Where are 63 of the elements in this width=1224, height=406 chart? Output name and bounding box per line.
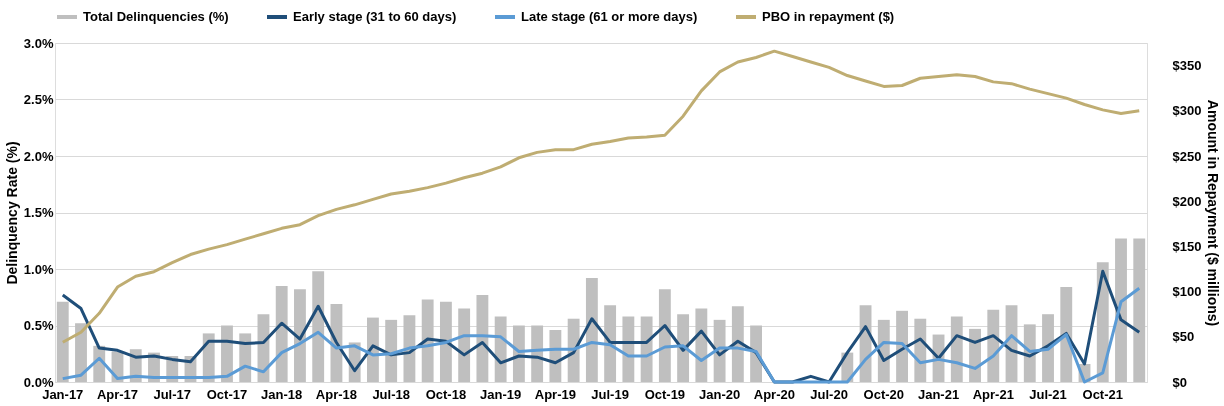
bar xyxy=(1115,238,1127,382)
x-tick-label: Jul-21 xyxy=(1029,386,1067,402)
x-tick-label: Apr-19 xyxy=(534,386,576,402)
y2-tick-label: $0 xyxy=(1172,374,1187,390)
x-tick-label: Apr-17 xyxy=(96,386,139,402)
bar xyxy=(275,285,288,382)
legend-label: PBO in repayment ($) xyxy=(762,9,895,24)
y-tick-label: 2.0% xyxy=(23,148,54,164)
bar xyxy=(567,318,580,382)
bar xyxy=(896,310,908,382)
bar xyxy=(677,314,690,382)
bar xyxy=(294,289,306,382)
y-tick-label: 1.0% xyxy=(23,261,54,277)
bar xyxy=(1133,238,1146,382)
x-tick-label: Oct-21 xyxy=(1082,386,1123,402)
bar xyxy=(312,271,325,382)
bar xyxy=(439,301,452,382)
x-tick-label: Jan-18 xyxy=(261,386,303,402)
y2-tick-label: $50 xyxy=(1172,329,1195,345)
x-tick-label: Jan-20 xyxy=(698,386,741,402)
x-tick-label: Oct-17 xyxy=(206,386,248,402)
y2-axis-title: Amount in Repayment ($ millions) xyxy=(1205,99,1222,327)
x-tick-label: Jul-20 xyxy=(810,386,848,402)
y2-tick-label: $250 xyxy=(1172,148,1202,164)
line-series xyxy=(61,49,1141,344)
x-tick-label: Oct-19 xyxy=(644,386,686,402)
bar xyxy=(476,294,489,382)
x-tick-label: Apr-21 xyxy=(972,386,1014,402)
bar xyxy=(458,308,471,382)
bar xyxy=(585,278,598,382)
y-tick-label: 2.5% xyxy=(23,92,54,107)
y-tick-label: 1.5% xyxy=(23,205,54,220)
bar xyxy=(403,315,416,382)
bar xyxy=(1060,287,1073,382)
y2-tick-label: $100 xyxy=(1172,284,1202,300)
bar xyxy=(658,289,671,382)
legend-label: Early stage (31 to 60 days) xyxy=(293,9,457,24)
x-tick-label: Jan-19 xyxy=(480,386,522,402)
x-tick-label: Oct-20 xyxy=(863,386,905,402)
legend-label: Late stage (61 or more days) xyxy=(521,9,698,24)
x-tick-label: Jul-18 xyxy=(372,386,410,402)
bar xyxy=(421,299,434,382)
bar xyxy=(385,319,398,382)
y2-tick-label: $300 xyxy=(1172,103,1202,119)
bar xyxy=(750,325,763,382)
x-tick-label: Oct-18 xyxy=(425,386,467,402)
x-tick-label: Jul-19 xyxy=(591,386,629,402)
y-tick-label: 3.0% xyxy=(23,35,54,51)
bar xyxy=(731,306,744,382)
legend-label: Total Delinquencies (%) xyxy=(83,9,229,24)
bar xyxy=(622,316,635,382)
bar xyxy=(1042,314,1054,382)
bar xyxy=(56,301,69,382)
x-tick-label: Jan-21 xyxy=(917,386,960,402)
y2-tick-label: $150 xyxy=(1172,238,1202,254)
y2-tick-label: $200 xyxy=(1172,193,1202,209)
y-axis-title: Delinquency Rate (%) xyxy=(3,141,20,285)
y2-tick-label: $350 xyxy=(1172,58,1202,74)
x-tick-label: Jul-17 xyxy=(153,386,192,402)
y-tick-label: 0.5% xyxy=(23,318,54,333)
x-tick-label: Apr-18 xyxy=(315,386,358,402)
bar xyxy=(604,305,617,382)
x-tick-label: Apr-20 xyxy=(753,386,795,402)
